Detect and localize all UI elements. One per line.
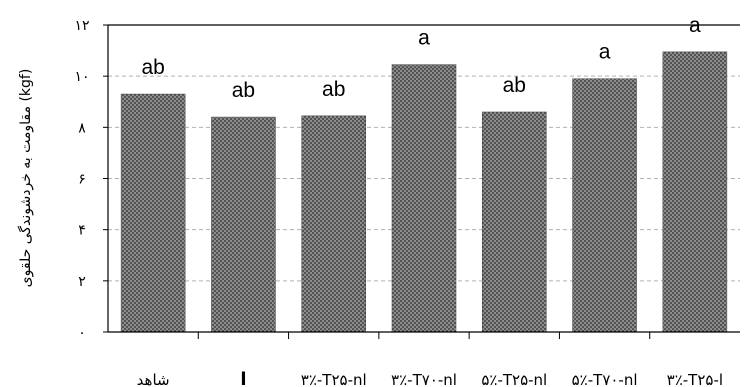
y-tick-label: ۲ xyxy=(78,274,86,290)
bars xyxy=(120,51,728,333)
data-label: ab xyxy=(141,56,164,79)
x-tick-label: ۳٪-T۲۵-l xyxy=(667,371,723,387)
data-label: ab xyxy=(503,74,526,97)
y-tick-label: ۶ xyxy=(78,172,86,188)
bar-0 xyxy=(120,93,186,333)
y-tick-label: ۱۰ xyxy=(74,69,89,85)
bar-4 xyxy=(481,111,547,333)
x-tick-label: l xyxy=(240,369,246,387)
data-label: a xyxy=(689,14,701,37)
x-tick-label: ۵٪-T۲۵-nl xyxy=(481,371,547,387)
x-tick-label: ۳٪-T۷۰-nl xyxy=(391,371,457,387)
data-label: ab xyxy=(232,79,255,102)
y-axis-label: مقاومت به خردشوندگی حلقوی (kgf) xyxy=(17,69,34,288)
data-label: a xyxy=(418,27,430,50)
bar-2 xyxy=(301,115,367,333)
bar-6 xyxy=(662,51,728,333)
x-tick-label: ۳٪-T۲۵-nl xyxy=(301,371,367,387)
data-label: a xyxy=(599,41,611,64)
bar-5 xyxy=(572,78,637,333)
y-tick-label: ۰ xyxy=(78,325,86,341)
data-label: ab xyxy=(322,78,345,101)
axes xyxy=(103,24,740,339)
labels: ۰ ۲ ۴ ۶ ۸ ۱۰ ۱۲ ab شاهد ab l ab ۳٪-T۲۵-nl a ۳٪-T۷۰-nl a… xyxy=(74,14,723,387)
y-tick-label: ۱۲ xyxy=(74,18,89,34)
y-tick-label: ۸ xyxy=(78,120,86,136)
bar-3 xyxy=(391,64,457,333)
x-tick-label: شاهد xyxy=(137,371,170,387)
bar-1 xyxy=(211,116,276,333)
y-tick-label: ۴ xyxy=(78,223,86,239)
x-tick-label: ۵٪-T۷۰-nl xyxy=(572,371,638,387)
